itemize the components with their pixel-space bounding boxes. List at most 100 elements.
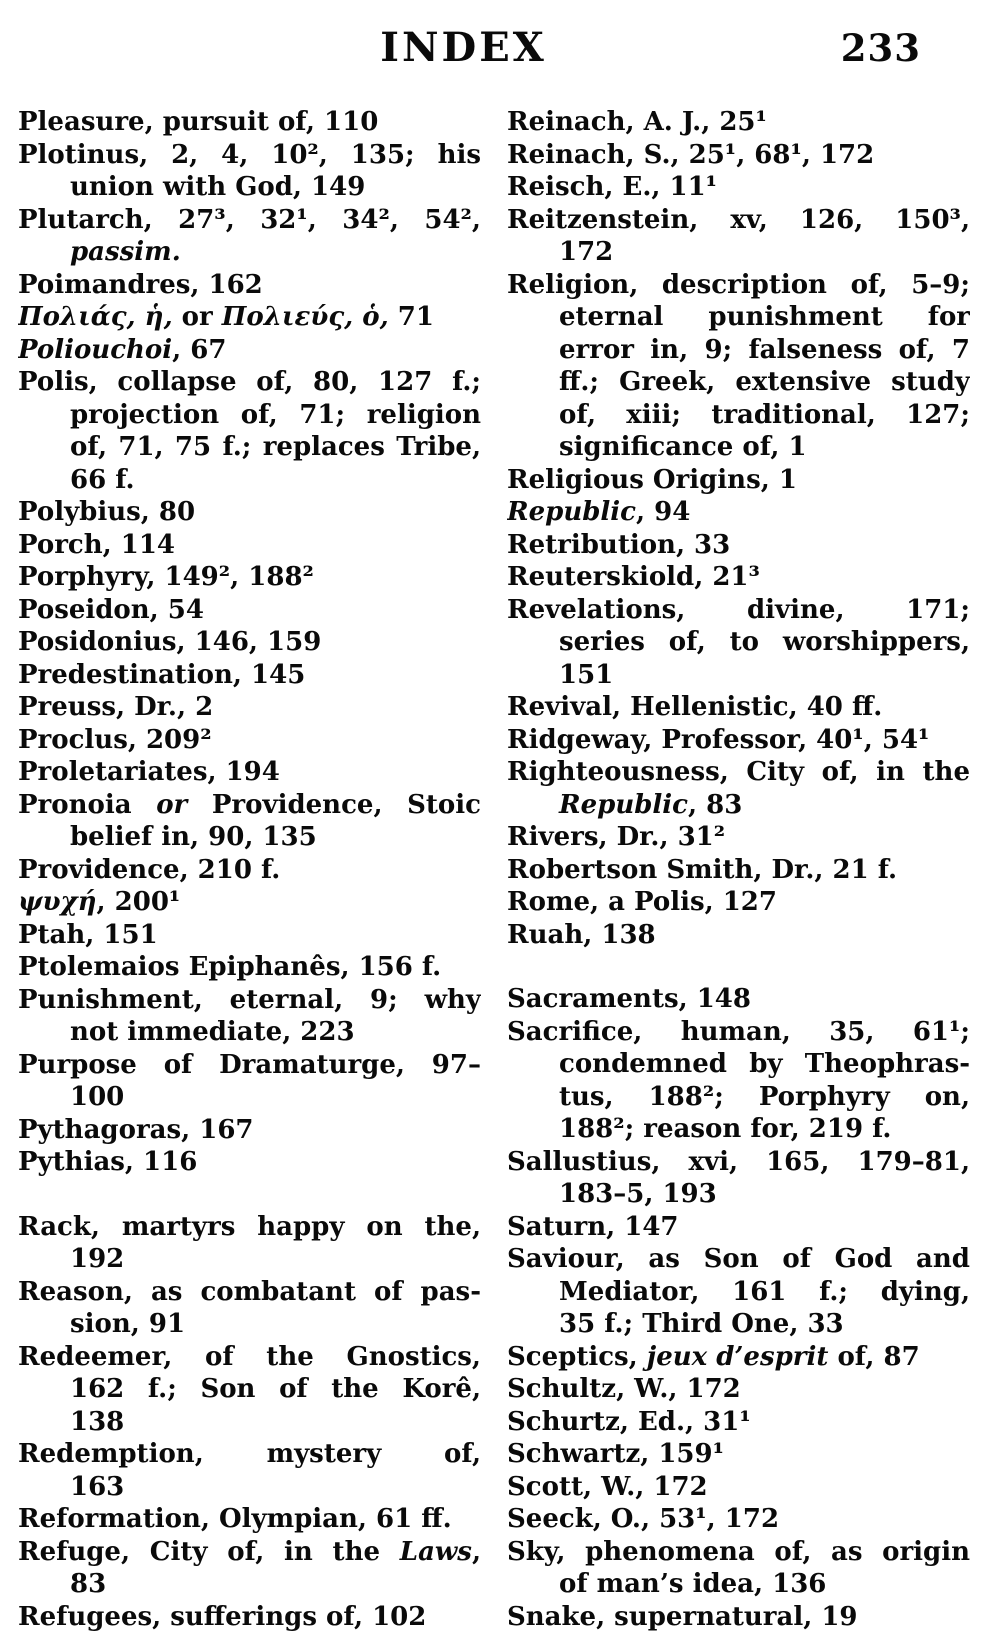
index-line: Ridgeway, Professor, 40¹, 54¹	[507, 724, 970, 757]
index-line: Sceptics, jeux d’esprit of, 87	[507, 1341, 970, 1374]
index-line: 163	[18, 1471, 481, 1504]
index-text: condemned by Theophras-	[559, 1049, 970, 1079]
index-text: 151	[559, 659, 614, 690]
index-text: 71	[388, 302, 434, 332]
index-text: ,	[471, 1536, 481, 1567]
index-text: Mediator, 161 f.; dying,	[559, 1276, 970, 1307]
index-text: of, xiii; traditional, 127;	[559, 399, 970, 430]
index-text: Reitzenstein, xv, 126, 150³,	[507, 204, 970, 235]
index-line: Providence, 210 f.	[18, 854, 481, 887]
index-text: Redemption, mystery of,	[18, 1439, 481, 1469]
index-text: Reinach, S., 25¹, 68¹, 172	[507, 139, 875, 170]
index-line: 138	[18, 1406, 481, 1439]
index-line: Saturn, 147	[507, 1211, 970, 1244]
index-line: Robertson Smith, Dr., 21 f.	[507, 854, 970, 887]
index-line: 183–5, 193	[507, 1178, 970, 1211]
index-line: Poseidon, 54	[18, 594, 481, 627]
index-text-italic: Πολιάς, ἡ,	[18, 302, 173, 332]
index-line: Porch, 114	[18, 529, 481, 562]
index-line: series of, to worshippers,	[507, 626, 970, 659]
index-line: Redeemer, of the Gnostics,	[18, 1341, 481, 1374]
index-line: Mediator, 161 f.; dying,	[507, 1276, 970, 1309]
index-line: eternal punishment for	[507, 301, 970, 334]
index-text: 35 f.; Third One, 33	[559, 1309, 844, 1339]
index-line: Pronoia or Providence, Stoic	[18, 789, 481, 822]
index-text-italic: Republic	[559, 789, 688, 820]
index-text: Religious Origins, 1	[507, 464, 797, 495]
index-line: 151	[507, 659, 970, 692]
index-text: Poimandres, 162	[18, 269, 263, 300]
index-line: Pleasure, pursuit of, 110	[18, 106, 481, 139]
index-line: 100	[18, 1081, 481, 1114]
index-line: ψυχή, 200¹	[18, 886, 481, 919]
index-line: Porphyry, 149², 188²	[18, 561, 481, 594]
index-text: series of, to worshippers,	[559, 627, 970, 657]
index-line: Republic, 94	[507, 496, 970, 529]
page-header: INDEX 233	[18, 18, 979, 80]
index-line: Revival, Hellenistic, 40 ff.	[507, 691, 970, 724]
index-text: 172	[559, 237, 614, 267]
index-line: Preuss, Dr., 2	[18, 691, 481, 724]
index-text: Plotinus, 2, 4, 10², 135; his	[18, 139, 481, 170]
index-line: Reuterskiold, 21³	[507, 561, 970, 594]
column-right: Reinach, A. J., 25¹ Reinach, S., 25¹, 68¹…	[507, 106, 970, 1633]
index-text: Reinach, A. J., 25¹	[507, 107, 767, 137]
index-line: Religion, description of, 5–9;	[507, 269, 970, 302]
index-text: Plutarch, 27³, 32¹, 34², 54²,	[18, 204, 481, 235]
index-text: Pronoia	[18, 789, 157, 820]
index-text: Revival, Hellenistic, 40 ff.	[507, 692, 883, 722]
index-text: Robertson Smith, Dr., 21 f.	[507, 854, 898, 885]
index-text: Pythias, 116	[18, 1147, 198, 1177]
index-text: Proletariates, 194	[18, 757, 280, 787]
index-text: Punishment, eternal, 9; why	[18, 984, 481, 1015]
index-line: Πολιάς, ἡ, or Πολιεύς, ὁ, 71	[18, 301, 481, 334]
index-text: 162 f.; Son of the Korê,	[70, 1374, 481, 1404]
index-line: Saviour, as Son of God and	[507, 1243, 970, 1276]
page-number: 233	[840, 26, 921, 70]
index-line: passim.	[18, 236, 481, 269]
index-line: Plutarch, 27³, 32¹, 34², 54²,	[18, 204, 481, 237]
index-text: Preuss, Dr., 2	[18, 692, 214, 722]
index-line: Righteousness, City of, in the	[507, 756, 970, 789]
index-text: Redeemer, of the Gnostics,	[18, 1341, 481, 1372]
index-line: Schwartz, 159¹	[507, 1438, 970, 1471]
index-line: Rome, a Polis, 127	[507, 886, 970, 919]
index-line: Rack, martyrs happy on the,	[18, 1211, 481, 1244]
index-text: Reformation, Olympian, 61 ff.	[18, 1504, 452, 1534]
index-text: not immediate, 223	[70, 1017, 355, 1047]
index-text: Purpose of Dramaturge, 97–	[18, 1049, 481, 1080]
index-line: 188²; reason for, 219 f.	[507, 1113, 970, 1146]
index-text: Poseidon, 54	[18, 594, 204, 625]
index-text: of man’s idea, 136	[559, 1569, 827, 1599]
index-text: Porphyry, 149², 188²	[18, 562, 314, 592]
index-line: 162 f.; Son of the Korê,	[18, 1373, 481, 1406]
index-line: Ptolemaios Epiphanês, 156 f.	[18, 951, 481, 984]
index-line: Reinach, S., 25¹, 68¹, 172	[507, 139, 970, 172]
index-text: 188²; reason for, 219 f.	[559, 1114, 892, 1144]
index-text: Schwartz, 159¹	[507, 1439, 724, 1469]
index-line: ff.; Greek, extensive study	[507, 366, 970, 399]
index-line: Reisch, E., 11¹	[507, 171, 970, 204]
index-line: 66 f.	[18, 464, 481, 497]
index-line: Proletariates, 194	[18, 756, 481, 789]
index-text: Pythagoras, 167	[18, 1114, 254, 1145]
index-text: Schultz, W., 172	[507, 1374, 741, 1404]
index-text: Righteousness, City of, in the	[507, 757, 970, 787]
index-text: 138	[70, 1406, 125, 1437]
index-text: Posidonius, 146, 159	[18, 627, 322, 657]
index-text: or	[172, 302, 222, 332]
index-line: condemned by Theophras-	[507, 1048, 970, 1081]
index-text: Seeck, O., 53¹, 172	[507, 1504, 780, 1534]
index-text: significance of, 1	[559, 432, 807, 462]
index-text: Scott, W., 172	[507, 1471, 708, 1502]
index-line: Refugees, sufferings of, 102	[18, 1601, 481, 1634]
index-line: Polis, collapse of, 80, 127 f.;	[18, 366, 481, 399]
index-text-italic: jeux d’esprit	[646, 1341, 829, 1372]
index-line: Purpose of Dramaturge, 97–	[18, 1049, 481, 1082]
index-text: Providence, 210 f.	[18, 854, 281, 885]
index-text: Ridgeway, Professor, 40¹, 54¹	[507, 724, 930, 755]
index-line: sion, 91	[18, 1308, 481, 1341]
index-text: eternal punishment for	[559, 302, 970, 332]
index-line: Reason, as combatant of pas-	[18, 1276, 481, 1309]
index-line: Sacraments, 148	[507, 983, 970, 1016]
